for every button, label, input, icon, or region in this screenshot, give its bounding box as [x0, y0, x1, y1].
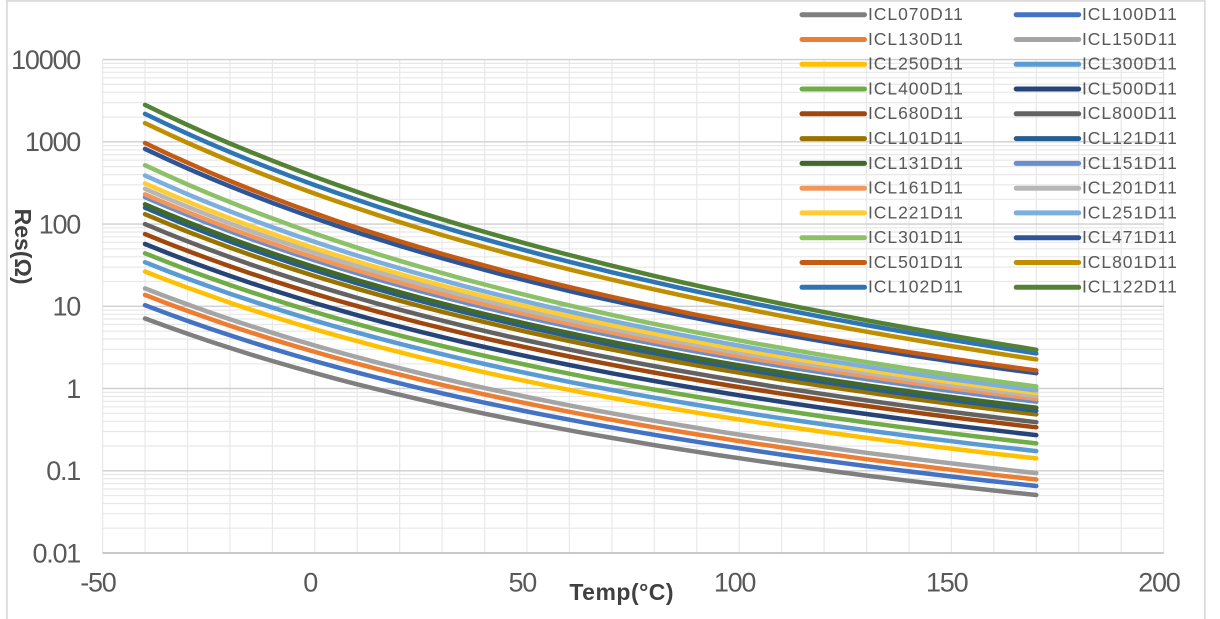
svg-text:0.1: 0.1 [46, 456, 80, 486]
svg-text:0.01: 0.01 [32, 538, 80, 568]
svg-text:ICL151D11: ICL151D11 [1082, 153, 1178, 173]
svg-text:-50: -50 [80, 567, 116, 597]
svg-text:ICL121D11: ICL121D11 [1082, 128, 1178, 148]
svg-text:ICL301D11: ICL301D11 [868, 227, 964, 247]
svg-text:ICL101D11: ICL101D11 [868, 128, 964, 148]
svg-text:10: 10 [52, 292, 80, 322]
svg-text:0: 0 [303, 567, 317, 597]
svg-text:ICL161D11: ICL161D11 [868, 178, 964, 198]
svg-text:ICL501D11: ICL501D11 [868, 252, 964, 272]
svg-text:ICL070D11: ICL070D11 [868, 4, 964, 24]
svg-text:10000: 10000 [11, 45, 80, 75]
svg-text:1000: 1000 [25, 127, 80, 157]
svg-text:100: 100 [714, 567, 756, 597]
svg-text:100: 100 [39, 209, 81, 239]
svg-text:ICL130D11: ICL130D11 [868, 29, 964, 49]
svg-text:50: 50 [509, 567, 537, 597]
svg-text:ICL471D11: ICL471D11 [1082, 227, 1178, 247]
svg-text:ICL250D11: ICL250D11 [868, 54, 964, 74]
svg-text:ICL201D11: ICL201D11 [1082, 178, 1178, 198]
svg-text:ICL221D11: ICL221D11 [868, 202, 964, 222]
svg-text:ICL300D11: ICL300D11 [1082, 54, 1178, 74]
svg-text:ICL100D11: ICL100D11 [1082, 4, 1178, 24]
svg-text:ICL102D11: ICL102D11 [868, 277, 964, 297]
svg-text:ICL400D11: ICL400D11 [868, 78, 964, 98]
svg-text:Res(Ω): Res(Ω) [10, 209, 36, 285]
svg-text:200: 200 [1138, 567, 1180, 597]
svg-text:ICL500D11: ICL500D11 [1082, 78, 1178, 98]
svg-text:ICL122D11: ICL122D11 [1082, 277, 1178, 297]
svg-text:ICL131D11: ICL131D11 [868, 153, 964, 173]
svg-text:150: 150 [926, 567, 968, 597]
svg-text:ICL680D11: ICL680D11 [868, 103, 964, 123]
svg-text:ICL251D11: ICL251D11 [1082, 202, 1178, 222]
svg-text:Temp(°C): Temp(°C) [569, 579, 674, 605]
svg-text:ICL801D11: ICL801D11 [1082, 252, 1178, 272]
svg-text:ICL800D11: ICL800D11 [1082, 103, 1178, 123]
svg-text:ICL150D11: ICL150D11 [1082, 29, 1178, 49]
svg-text:1: 1 [66, 374, 80, 404]
